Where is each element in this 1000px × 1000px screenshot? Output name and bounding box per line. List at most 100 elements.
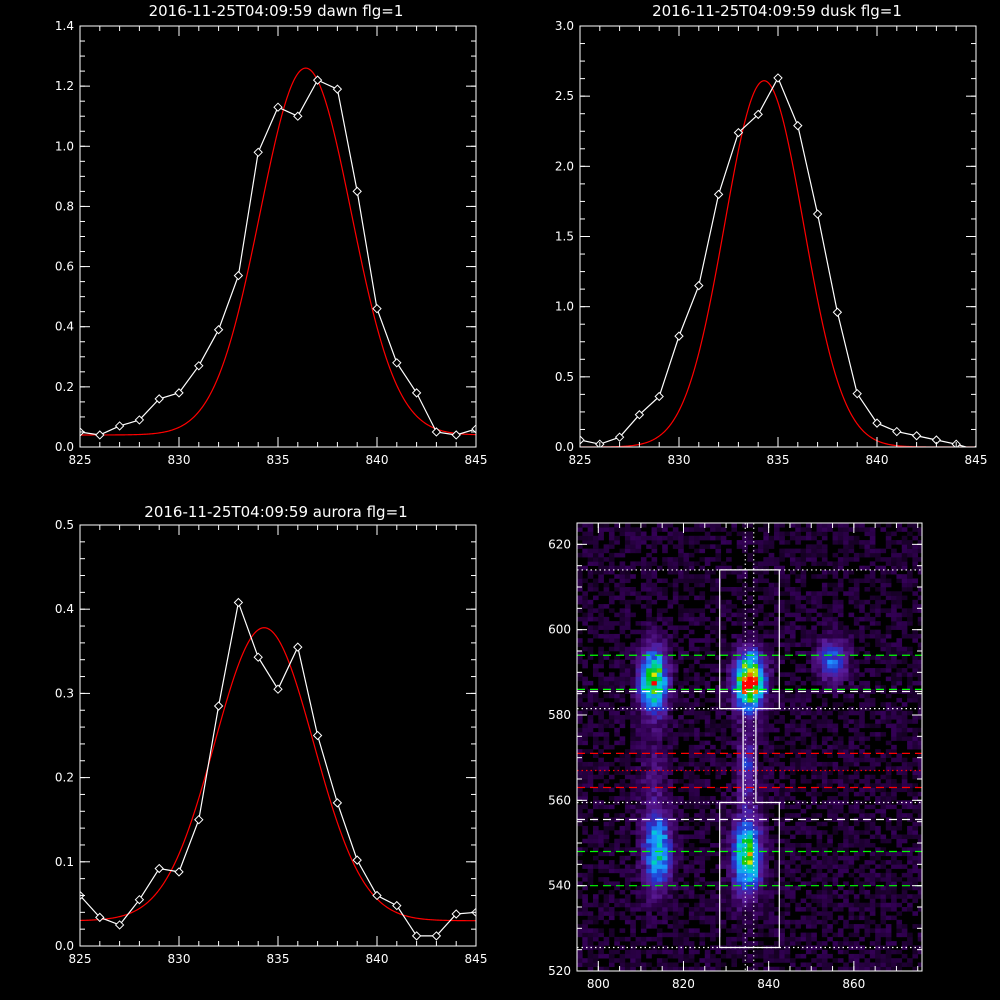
heatmap-cell <box>752 548 759 554</box>
heatmap-cell <box>699 894 706 899</box>
heatmap-cell <box>779 565 785 571</box>
heatmap-cell <box>635 936 642 942</box>
heatmap-cell <box>789 740 796 746</box>
heatmap-cell <box>800 860 807 865</box>
heatmap-cell <box>736 595 743 601</box>
heatmap-cell <box>694 894 700 899</box>
heatmap-cell <box>635 727 642 733</box>
heatmap-cell <box>832 766 839 771</box>
heatmap-cell <box>662 761 668 767</box>
heatmap-cell <box>811 715 817 720</box>
heatmap-cell <box>896 958 903 963</box>
heatmap-cell <box>768 885 775 891</box>
heatmap-cell <box>736 569 743 575</box>
heatmap-cell <box>731 715 738 720</box>
heatmap-cell <box>848 659 855 665</box>
heatmap-cell <box>635 659 642 665</box>
heatmap-cell <box>901 851 908 857</box>
heatmap-cell <box>758 578 764 584</box>
heatmap-cell <box>646 727 652 733</box>
heatmap-cell <box>811 676 817 682</box>
heatmap-cell <box>875 612 881 618</box>
heatmap-cell <box>726 877 732 882</box>
heatmap-cell <box>603 936 610 942</box>
heatmap-cell <box>704 898 711 904</box>
heatmap-cell <box>742 574 748 579</box>
heatmap-cell <box>704 847 711 852</box>
heatmap-cell <box>688 706 695 712</box>
heatmap-cell <box>832 855 839 861</box>
heatmap-cell <box>672 544 679 549</box>
heatmap-cell <box>758 911 764 916</box>
heatmap-cell <box>587 638 594 643</box>
heatmap-cell <box>747 552 753 558</box>
heatmap-cell <box>758 668 764 673</box>
heatmap-cell <box>592 693 599 699</box>
heatmap-cell <box>843 864 849 869</box>
heatmap-cell <box>891 706 897 712</box>
heatmap-cell <box>779 608 785 613</box>
heatmap-cell <box>683 804 690 810</box>
heatmap-cell <box>811 719 817 724</box>
aurora-x-tick-label: 825 <box>69 952 92 966</box>
heatmap-cell <box>603 629 610 635</box>
heatmap-cell <box>619 953 626 959</box>
heatmap-cell <box>587 552 594 558</box>
heatmap-cell <box>672 535 679 541</box>
heatmap-cell <box>624 621 631 626</box>
heatmap-cell <box>805 761 812 767</box>
heatmap-cell <box>720 561 727 566</box>
heatmap-cell <box>587 702 594 707</box>
heatmap-cell <box>726 783 732 788</box>
heatmap-cell <box>704 646 711 652</box>
heatmap-cell <box>832 629 839 635</box>
heatmap-cell <box>640 646 647 652</box>
heatmap-cell <box>779 966 785 971</box>
heatmap-cell <box>715 945 722 950</box>
heatmap-cell <box>773 889 780 895</box>
heatmap-cell <box>635 821 642 827</box>
heatmap-cell <box>598 680 604 686</box>
heatmap-cell <box>907 736 913 741</box>
heatmap-cell <box>731 770 738 776</box>
heatmap-cell <box>699 766 706 771</box>
heatmap-cell <box>624 676 631 682</box>
heatmap-cell <box>875 796 881 801</box>
heatmap-cell <box>619 587 626 592</box>
heatmap-cell <box>608 761 615 767</box>
heatmap-cell <box>758 941 764 946</box>
heatmap-cell <box>662 919 668 925</box>
heatmap-cell <box>694 962 700 968</box>
heatmap-cell <box>577 659 583 665</box>
heatmap-cell <box>667 877 674 882</box>
heatmap-cell <box>598 766 604 771</box>
heatmap-cell <box>758 834 764 840</box>
heatmap-cell <box>837 753 844 758</box>
heatmap-cell <box>726 565 732 571</box>
heatmap-cell <box>837 949 844 955</box>
heatmap-cell <box>736 668 743 673</box>
heatmap-cell <box>720 685 727 690</box>
heatmap-cell <box>891 864 897 869</box>
heatmap-cell <box>662 646 668 652</box>
heatmap-cell <box>864 625 871 630</box>
dawn-data-point <box>134 415 145 425</box>
heatmap-cell <box>859 710 865 716</box>
heatmap-cell <box>704 902 711 908</box>
heatmap-cell <box>864 753 871 758</box>
heatmap-cell <box>747 919 753 925</box>
heatmap-cell <box>582 540 588 545</box>
heatmap-cell <box>843 710 849 716</box>
heatmap-cell <box>731 847 738 852</box>
heatmap-cell <box>640 813 647 818</box>
heatmap-cell <box>784 723 791 729</box>
heatmap-cell <box>646 612 652 618</box>
heatmap-cell <box>811 791 817 797</box>
heatmap-cell <box>683 616 690 622</box>
heatmap-cell <box>635 535 642 541</box>
heatmap-cell <box>624 599 631 605</box>
heatmap-cell <box>747 915 753 921</box>
heatmap-cell <box>880 864 887 869</box>
heatmap-cell <box>773 796 780 801</box>
heatmap-cell <box>768 744 775 750</box>
